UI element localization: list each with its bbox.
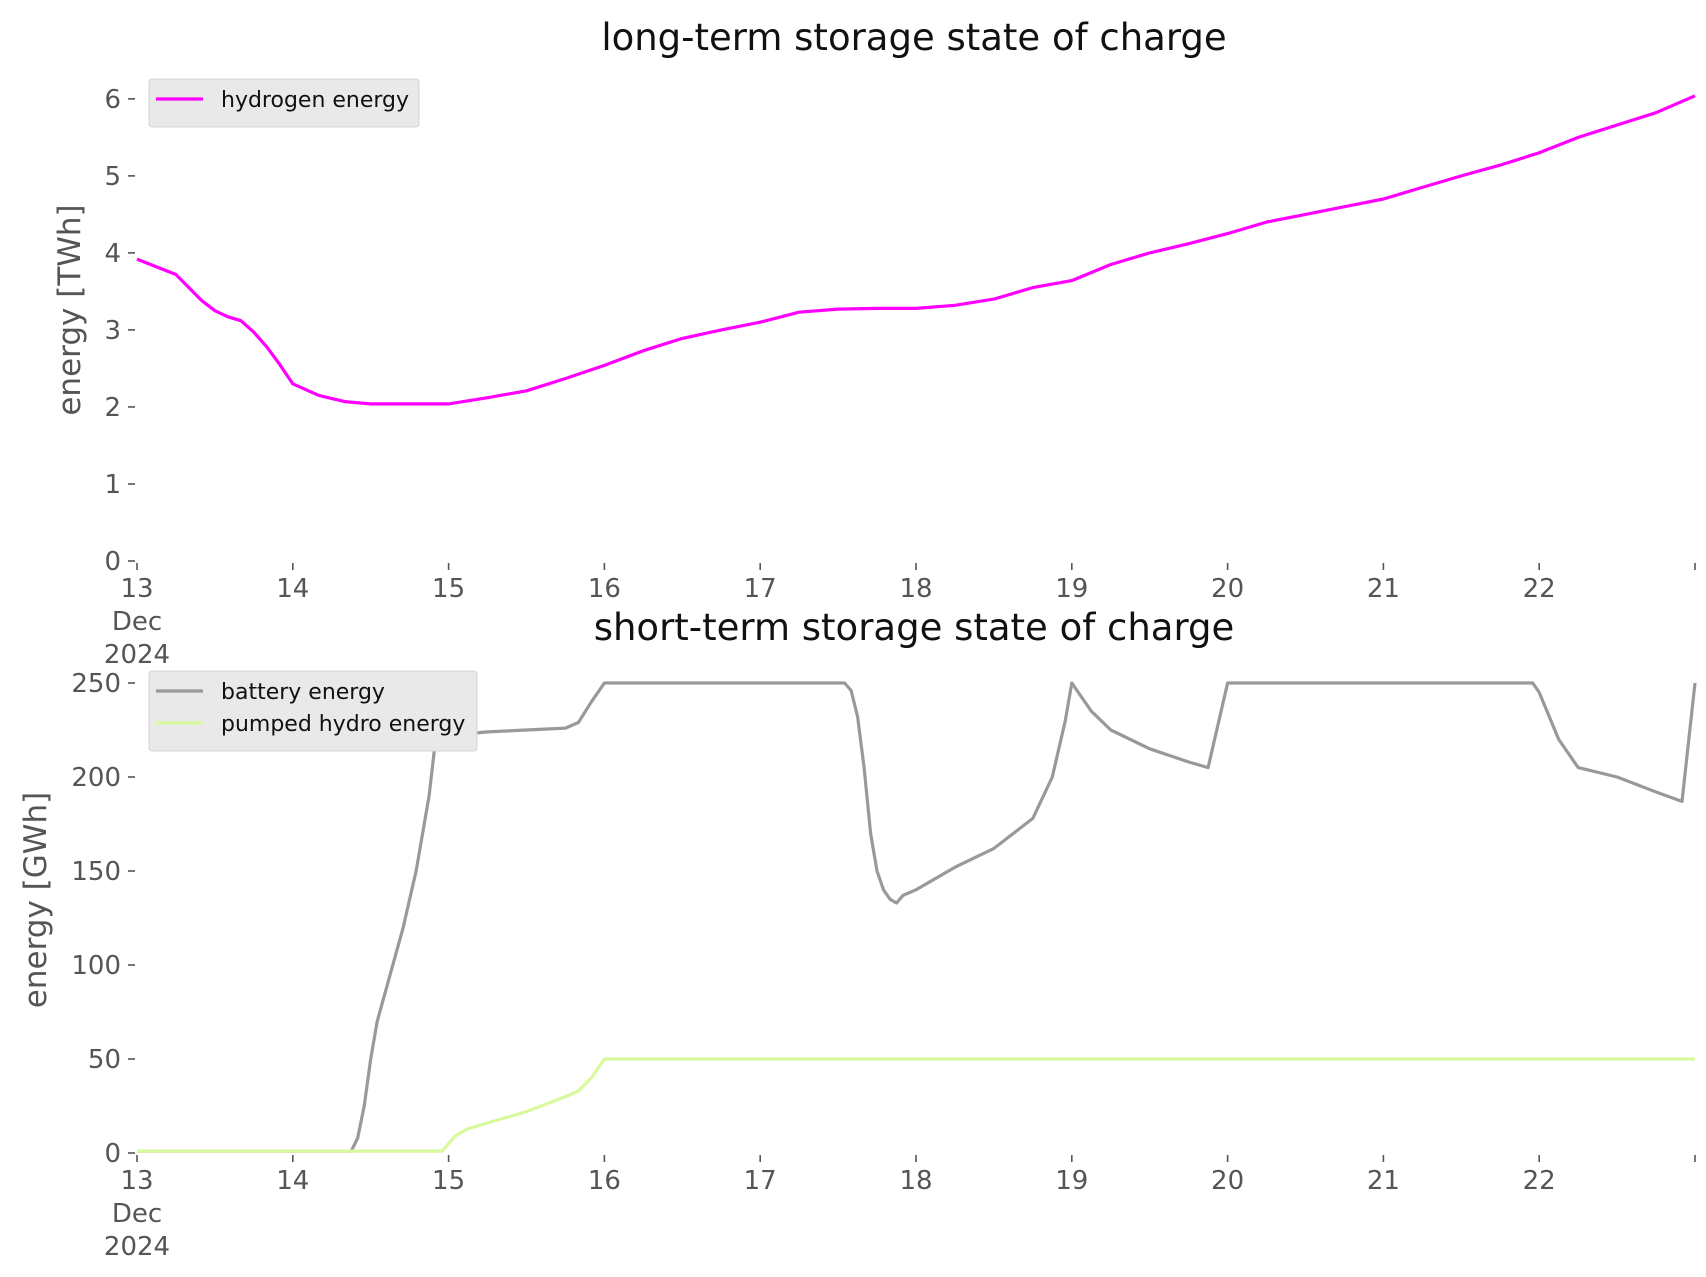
x-tick-label: 21 bbox=[1367, 1166, 1400, 1196]
y-tick-label: 0 bbox=[104, 547, 121, 577]
x-tick-label: 21 bbox=[1367, 574, 1400, 604]
x-tick-label: 14 bbox=[276, 1166, 309, 1196]
x-tick-label: 15 bbox=[432, 574, 465, 604]
y-tick-label: 100 bbox=[71, 951, 121, 981]
legend: hydrogen energy bbox=[148, 78, 420, 128]
x-tick-label: 16 bbox=[588, 1166, 621, 1196]
chart-title: long-term storage state of charge bbox=[601, 16, 1226, 59]
y-tick-label: 50 bbox=[88, 1045, 121, 1075]
legend-box bbox=[148, 670, 478, 752]
x-tick-sublabel: Dec bbox=[112, 607, 162, 637]
x-tick-label: 18 bbox=[899, 574, 932, 604]
x-tick-label: 15 bbox=[432, 1166, 465, 1196]
x-tick-sublabel: 2024 bbox=[104, 1232, 170, 1262]
y-tick-label: 0 bbox=[104, 1139, 121, 1169]
y-tick-label: 1 bbox=[104, 470, 121, 500]
legend-label: hydrogen energy bbox=[221, 88, 409, 113]
x-tick-label: 17 bbox=[744, 574, 777, 604]
x-tick-label: 18 bbox=[899, 1166, 932, 1196]
y-tick-label: 5 bbox=[104, 162, 121, 192]
x-tick-label: 16 bbox=[588, 574, 621, 604]
y-tick-label: 2 bbox=[104, 393, 121, 423]
x-tick-label: 22 bbox=[1523, 574, 1556, 604]
x-tick-label: 19 bbox=[1055, 1166, 1088, 1196]
y-tick-label: 4 bbox=[104, 239, 121, 269]
legend: battery energy pumped hydro energy bbox=[148, 670, 478, 752]
x-tick-label: 20 bbox=[1211, 574, 1244, 604]
series-line bbox=[137, 1057, 1695, 1153]
y-tick-label: 250 bbox=[71, 669, 121, 699]
legend-box bbox=[148, 78, 420, 128]
y-axis-label: energy [GWh] bbox=[18, 792, 54, 1008]
short-term-storage-panel: short-term storage state of charge energ… bbox=[18, 606, 1697, 1262]
y-tick-label: 150 bbox=[71, 857, 121, 887]
series-line bbox=[136, 94, 1696, 406]
x-tick-label: 17 bbox=[744, 1166, 777, 1196]
series-line bbox=[137, 681, 1697, 1153]
x-tick-label: 19 bbox=[1055, 574, 1088, 604]
x-tick-label: 14 bbox=[276, 574, 309, 604]
x-tick-sublabel: Dec bbox=[112, 1199, 162, 1229]
x-tick-label: 20 bbox=[1211, 1166, 1244, 1196]
legend-label: pumped hydro energy bbox=[221, 712, 465, 737]
x-tick-label: 22 bbox=[1523, 1166, 1556, 1196]
y-tick-label: 6 bbox=[104, 85, 121, 115]
x-tick-label: 13 bbox=[120, 574, 153, 604]
y-tick-label: 3 bbox=[104, 316, 121, 346]
chart-title: short-term storage state of charge bbox=[594, 606, 1235, 649]
long-term-storage-panel: long-term storage state of charge energy… bbox=[52, 16, 1696, 670]
x-tick-sublabel: 2024 bbox=[104, 640, 170, 670]
legend-label: battery energy bbox=[221, 680, 385, 705]
x-tick-label: 13 bbox=[120, 1166, 153, 1196]
y-axis-label: energy [TWh] bbox=[52, 204, 88, 415]
y-tick-label: 200 bbox=[71, 763, 121, 793]
